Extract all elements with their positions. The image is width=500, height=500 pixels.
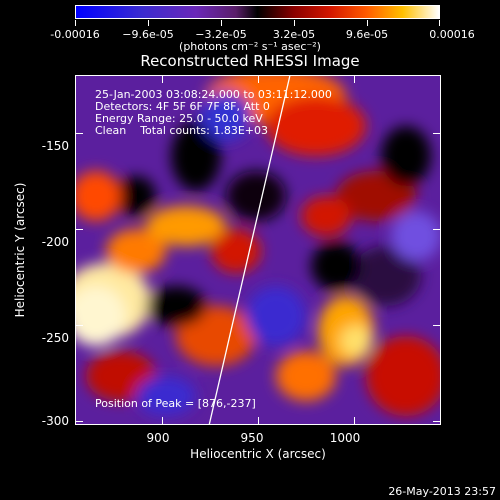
heatmap-blob [301,196,351,236]
tick-mark [75,228,83,230]
annotation-line: 25-Jan-2003 03:08:24.000 to 03:11:12.000 [95,88,332,101]
x-tick-label: 950 [240,431,264,445]
colorbar-tick [439,20,440,26]
colorbar-tick [294,20,295,26]
tick-mark [75,421,83,423]
heatmap-blob [106,229,166,273]
heatmap-blob [381,126,431,186]
heatmap-blob [351,246,421,306]
tick-mark [258,417,259,425]
colorbar-tick [367,20,368,26]
chart-title: Reconstructed RHESSI Image [140,52,360,70]
colorbar-tick-label: 0.00016 [429,28,475,41]
tick-mark [354,75,356,83]
tick-mark [161,417,163,425]
heatmap-blob [116,176,156,216]
heatmap-blob [76,171,121,221]
heatmap-blob [211,229,261,273]
annotation-line: Energy Range: 25.0 - 50.0 keV [95,112,263,125]
colorbar-unit-label: (photons cm⁻² s⁻¹ asec⁻²) [179,40,321,53]
heatmap-blob [391,211,440,261]
heatmap-blob [340,325,372,357]
x-axis-label: Heliocentric X (arcsec) [190,447,326,461]
tick-mark [354,417,356,425]
heatmap-blob [146,206,226,246]
x-tick-label: 900 [146,431,170,445]
colorbar-tick-label: 3.2e-05 [272,28,316,41]
plot-area: 25-Jan-2003 03:08:24.000 to 03:11:12.000… [75,75,441,425]
heatmap-blob [366,336,440,416]
tick-mark [433,132,441,134]
annotation-line: Clean Total counts: 1.83E+03 [95,124,269,137]
colorbar-tick [148,20,149,26]
colorbar-tick [75,20,76,26]
heatmap-blob [266,96,366,156]
footer-date: 26-May-2013 23:57 [388,485,496,498]
tick-mark [433,228,441,230]
y-tick-label: -300 [41,414,69,428]
heatmap-blob [226,171,286,221]
heatmap-blob [336,171,416,221]
colorbar-tick-label: -0.00016 [50,28,100,41]
y-axis-label: Heliocentric Y (arcsec) [13,182,27,318]
x-tick-label: 1000 [329,431,361,445]
heatmap-blob [311,241,361,291]
heatmap-image [76,76,440,424]
annotation-line: Detectors: 4F 5F 6F 7F 8F, Att 0 [95,100,270,113]
heatmap-blob [246,286,306,346]
tick-mark [161,75,163,83]
tick-mark [258,75,259,83]
colorbar-tick-label: −3.2e-05 [195,28,247,41]
heatmap-blob [76,286,126,346]
heatmap-blob [146,286,206,326]
colorbar-tick-label: 9.6e-05 [345,28,389,41]
peak-position-label: Position of Peak = [876,-237] [95,397,256,410]
heatmap-blob [176,306,256,366]
heatmap-blob [171,121,221,191]
tick-mark [75,325,83,326]
y-tick-label: -150 [41,139,69,153]
y-tick-label: -200 [41,235,69,249]
heatmap-blob [136,376,196,416]
tick-mark [75,132,83,134]
colorbar [75,5,440,19]
tick-mark [433,421,441,423]
solar-limb-line [208,76,291,424]
y-tick-label: -250 [41,331,69,345]
heatmap-blob [276,351,336,401]
colorbar-tick [221,20,222,26]
heatmap-blob [201,91,251,141]
tick-mark [433,325,441,326]
colorbar-tick-label: −9.6e-05 [122,28,174,41]
